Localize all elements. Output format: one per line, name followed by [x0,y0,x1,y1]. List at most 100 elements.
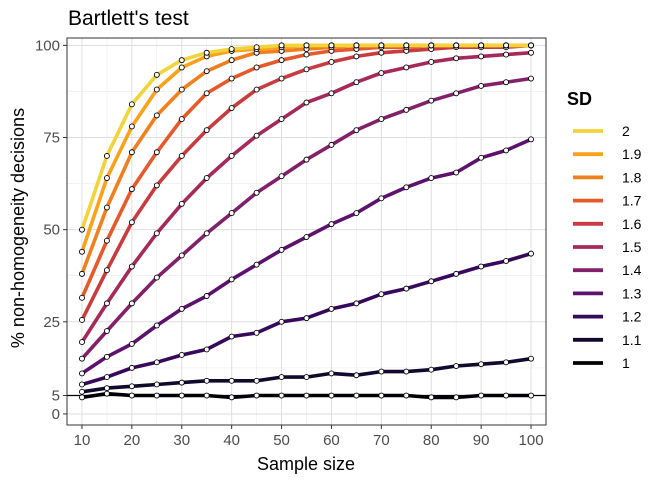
data-point-sd-1.3 [328,221,335,228]
data-point-sd-2 [453,42,460,49]
x-axis-title: Sample size [257,454,355,474]
y-axis-title: % non-homogeneity decisions [8,108,28,348]
data-point-sd-1.2 [79,381,85,388]
data-point-sd-1.3 [128,340,135,347]
data-point-sd-2 [79,226,85,233]
data-point-sd-1.2 [278,318,285,325]
data-point-sd-1.3 [453,169,460,176]
data-point-sd-1.2 [478,263,485,270]
data-point-sd-1 [303,392,310,399]
data-point-sd-1.4 [228,210,235,217]
data-point-sd-1.8 [79,270,85,277]
data-point-sd-1 [528,392,534,399]
data-point-sd-1.1 [178,379,185,386]
data-point-sd-1.4 [328,141,335,148]
data-point-sd-1.3 [203,293,210,299]
data-point-sd-2 [378,42,385,49]
x-tick-label: 30 [173,432,190,449]
data-point-sd-1.7 [228,75,235,82]
data-point-sd-1.6 [303,66,310,73]
data-point-sd-1.1 [378,368,385,375]
data-point-sd-1 [403,392,410,399]
data-point-sd-1 [178,392,185,399]
data-point-sd-2 [278,42,285,49]
data-point-sd-1.7 [153,149,160,156]
data-point-sd-1.2 [153,359,160,366]
data-point-sd-1.2 [353,300,360,307]
data-point-sd-1.5 [378,70,385,76]
data-point-sd-1.6 [178,152,185,159]
y-tick-label: 25 [43,314,60,331]
data-point-sd-1.4 [128,300,135,307]
data-point-sd-1.5 [403,64,410,71]
data-point-sd-1 [278,392,285,399]
data-point-sd-1.4 [403,106,410,113]
data-point-sd-2 [178,57,185,64]
legend-label-sd-1: 1 [622,355,630,371]
data-point-sd-1 [453,394,460,401]
data-point-sd-1.6 [253,86,260,93]
data-point-sd-2 [503,42,510,49]
data-point-sd-1.1 [153,381,160,388]
data-point-sd-1.5 [103,300,110,307]
data-point-sd-1.2 [303,315,310,322]
data-point-sd-1.1 [353,372,360,379]
data-point-sd-1.7 [253,64,260,71]
data-point-sd-2 [153,71,160,78]
data-point-sd-2 [128,101,135,108]
data-point-sd-1.3 [378,195,385,202]
data-point-sd-1.1 [478,361,485,368]
data-point-sd-1.9 [128,123,135,130]
data-point-sd-1.1 [303,374,310,381]
legend-label-sd-1.3: 1.3 [622,285,642,301]
legend-label-sd-2: 2 [622,123,630,139]
chart-title: Bartlett's test [68,7,189,30]
data-point-sd-1.5 [128,263,135,270]
data-point-sd-1 [103,390,110,397]
data-point-sd-1.6 [128,219,135,226]
data-point-sd-1.3 [403,184,410,191]
data-point-sd-1.1 [328,370,335,377]
x-axis-ticks: 10 20 30 40 50 60 70 80 90 100 [74,425,544,449]
x-tick-label: 60 [323,432,340,449]
legend-items: 2 1.9 1.8 1.7 1.6 1.5 1.4 1.3 1.2 1.1 1 [573,123,642,371]
data-point-sd-1.5 [228,152,235,159]
data-point-sd-1.2 [428,278,435,285]
data-point-sd-1 [353,392,360,399]
data-point-sd-1.9 [178,64,185,71]
data-point-sd-1.6 [79,317,85,323]
data-point-sd-1.8 [103,204,110,211]
data-point-sd-1.4 [153,274,160,281]
legend-label-sd-1.6: 1.6 [622,216,642,232]
data-point-sd-1.4 [103,328,110,334]
data-point-sd-1.1 [203,377,210,384]
legend-label-sd-1.8: 1.8 [622,169,642,185]
data-point-sd-1.3 [303,234,310,240]
data-point-sd-1.4 [453,90,460,97]
data-point-sd-1.5 [478,53,485,60]
data-point-sd-1.3 [153,322,160,329]
data-point-sd-1.2 [328,305,335,312]
data-point-sd-1.4 [79,355,85,362]
y-tick-label: 75 [43,130,60,147]
data-point-sd-1 [153,392,160,399]
data-point-sd-1.2 [453,270,460,277]
data-point-sd-1.1 [503,359,510,366]
x-tick-label: 100 [519,432,544,449]
legend-label-sd-1.5: 1.5 [622,239,642,255]
data-point-sd-1.5 [303,99,310,106]
data-point-sd-1.5 [153,230,160,237]
data-point-sd-1 [79,394,85,401]
data-point-sd-1.4 [178,252,185,259]
legend-label-sd-1.2: 1.2 [622,309,642,325]
plot-panel-border [66,37,547,426]
data-point-sd-1.5 [528,49,534,56]
data-point-sd-1.7 [103,237,110,244]
data-point-sd-1.1 [453,363,460,369]
data-point-sd-2 [203,49,210,56]
x-tick-label: 40 [223,432,240,449]
y-axis-ticks: 05 25 50 75 100 [35,37,67,423]
x-tick-label: 90 [473,432,490,449]
data-point-sd-1.1 [428,366,435,373]
